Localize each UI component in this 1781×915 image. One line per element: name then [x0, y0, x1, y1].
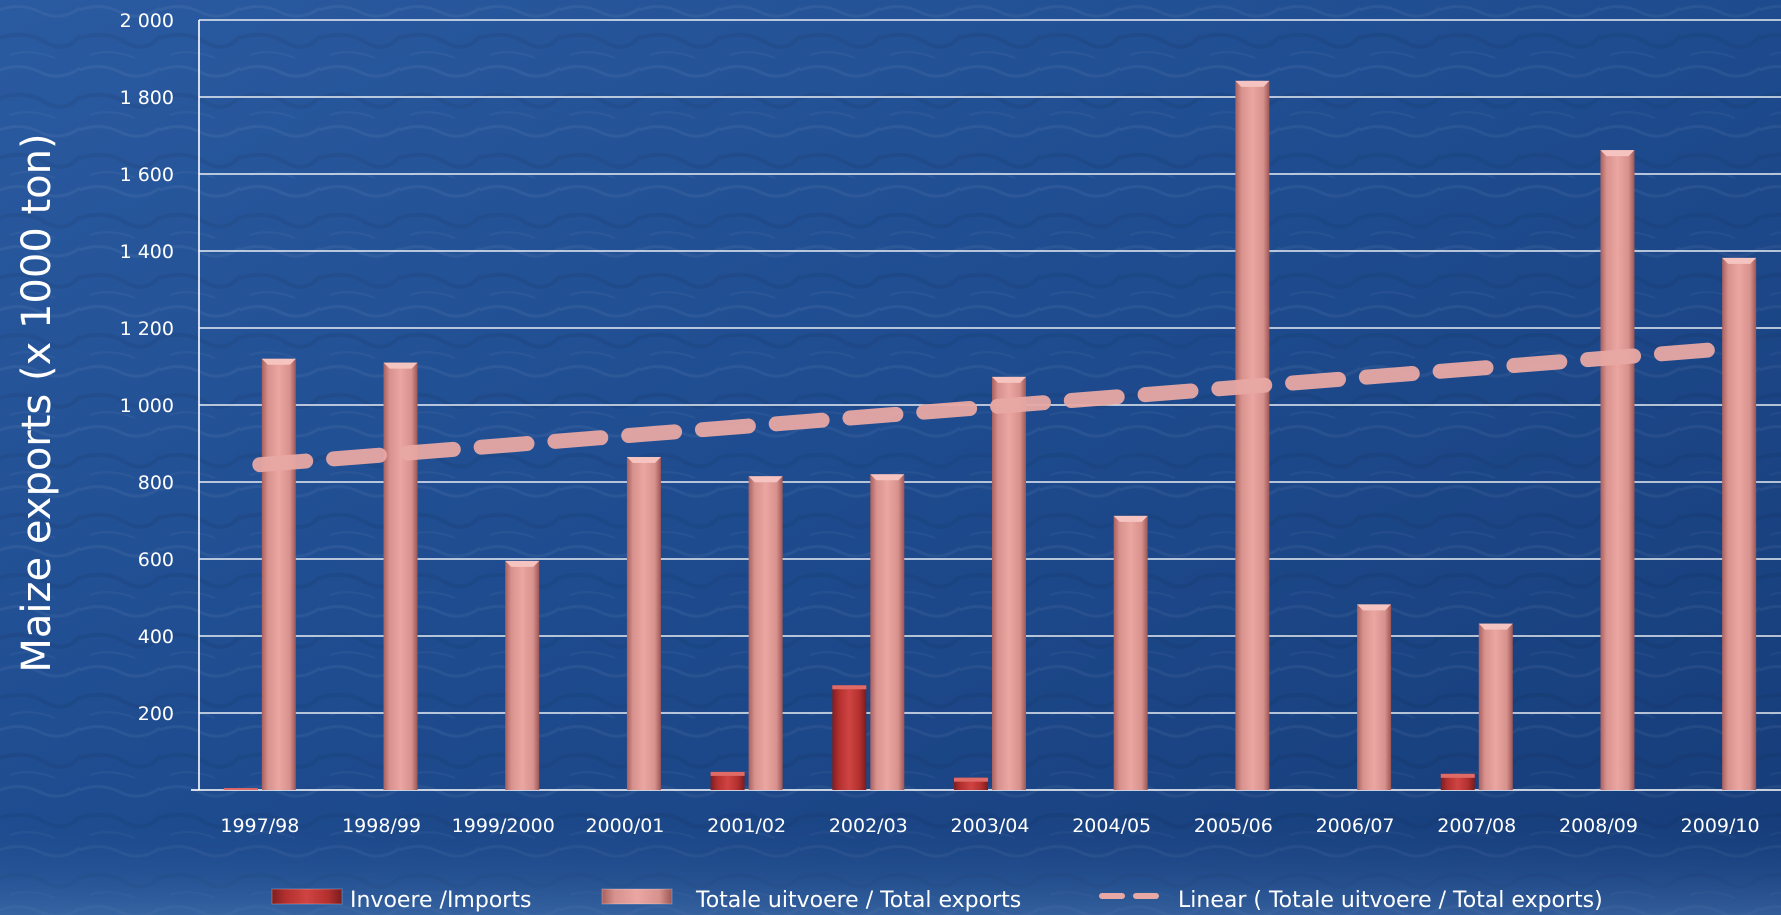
y-tick-label: 200 [138, 703, 174, 725]
x-tick-label: 2003/04 [951, 815, 1030, 837]
bar-total-exports-2001-02 [748, 476, 783, 790]
bar-imports-2001-02 [710, 771, 745, 790]
bar-imports-2007-08 [1440, 773, 1475, 790]
x-tick-label: 1997/98 [220, 815, 299, 837]
bar-total-exports-1997-98 [261, 358, 296, 790]
bar-total-exports-top-1998-99 [383, 362, 418, 369]
y-tick-label: 2 000 [120, 10, 174, 32]
bar-total-exports-top-2001-02 [748, 476, 783, 483]
bar-total-exports-top-2008-09 [1600, 150, 1635, 157]
legend-label-totale-uitvoere-total-exports: Totale uitvoere / Total exports [695, 888, 1021, 913]
bar-total-exports-2008-09 [1600, 150, 1635, 790]
y-tick-label: 1 800 [120, 87, 174, 109]
bar-total-exports-2002-03 [870, 474, 905, 790]
bar-total-exports-2004-05 [1113, 515, 1148, 790]
x-tick-label: 2005/06 [1194, 815, 1273, 837]
x-tick-label: 2004/05 [1072, 815, 1151, 837]
y-tick-label: 400 [138, 626, 174, 648]
x-tick-label: 2000/01 [585, 815, 664, 837]
y-tick-label: 600 [138, 549, 174, 571]
bar-total-exports-2005-06 [1235, 80, 1270, 790]
x-tick-label: 2001/02 [707, 815, 786, 837]
trendline-linear-total-exports [252, 341, 1728, 473]
bar-total-exports-2009-10 [1722, 257, 1757, 790]
bar-total-exports-top-2007-08 [1478, 623, 1513, 630]
bar-imports-top-2001-02 [710, 771, 745, 776]
bar-imports-2002-03 [832, 685, 867, 790]
y-tick-label: 1 600 [120, 164, 174, 186]
x-tick-label: 1999/2000 [452, 815, 555, 837]
bar-imports-top-2002-03 [832, 685, 867, 690]
bar-total-exports-top-2006-07 [1357, 604, 1392, 611]
y-tick-label: 1 400 [120, 241, 174, 263]
x-tick-label: 2009/10 [1681, 815, 1760, 837]
bar-total-exports-1999-2000 [505, 560, 540, 790]
bar-total-exports-top-2003-04 [992, 376, 1026, 383]
bar-total-exports-top-2005-06 [1235, 80, 1270, 87]
y-axis-title: Maize exports (x 1000 ton) [14, 133, 60, 672]
bar-imports-top-1997-98 [223, 788, 258, 790]
x-tick-label: 2008/09 [1559, 815, 1638, 837]
x-tick-label: 2006/07 [1316, 815, 1395, 837]
y-tick-label: 800 [138, 472, 174, 494]
x-tick-label: 1998/99 [342, 815, 421, 837]
bar-imports-top-2003-04 [954, 777, 988, 782]
bar-imports-top-2007-08 [1440, 773, 1475, 778]
bar-total-exports-2007-08 [1478, 623, 1513, 790]
bar-total-exports-2000-01 [626, 456, 661, 790]
y-tick-labels: 200 400 600 800 1 000 1 200 1 400 1 600 1 800 2 0… [120, 10, 174, 725]
bar-total-exports-top-2009-10 [1722, 257, 1757, 264]
x-tick-label: 2007/08 [1437, 815, 1516, 837]
y-tick-label: 1 000 [120, 395, 174, 417]
x-tick-labels: 1997/98 1998/99 1999/2000 2000/01 2001/02 200… [220, 815, 1759, 837]
bar-total-exports-2003-04 [992, 376, 1026, 790]
x-tick-label: 2002/03 [829, 815, 908, 837]
bar-total-exports-top-2004-05 [1113, 515, 1148, 522]
plot-frame [191, 20, 1781, 791]
bar-total-exports-1998-99 [383, 362, 418, 790]
legend-label-linear-totale-uitvoere-total-exports: Linear ( Totale uitvoere / Total exports… [1178, 888, 1603, 913]
bar-total-exports-top-2000-01 [626, 456, 661, 463]
bars [223, 80, 1757, 790]
trendline [252, 341, 1728, 473]
legend: Invoere /Imports Totale uitvoere / Total … [271, 888, 1603, 913]
bar-total-exports-top-2002-03 [870, 474, 905, 481]
bar-total-exports-2006-07 [1357, 604, 1392, 790]
legend-label-invoere-imports: Invoere /Imports [350, 888, 531, 913]
gridlines [199, 19, 1781, 714]
bar-total-exports-top-1999-2000 [505, 560, 540, 567]
legend-swatch-totale-uitvoere-total-exports [601, 888, 673, 905]
bar-total-exports-top-1997-98 [261, 358, 296, 365]
legend-swatch-invoere-imports [271, 888, 343, 905]
y-tick-label: 1 200 [120, 318, 174, 340]
